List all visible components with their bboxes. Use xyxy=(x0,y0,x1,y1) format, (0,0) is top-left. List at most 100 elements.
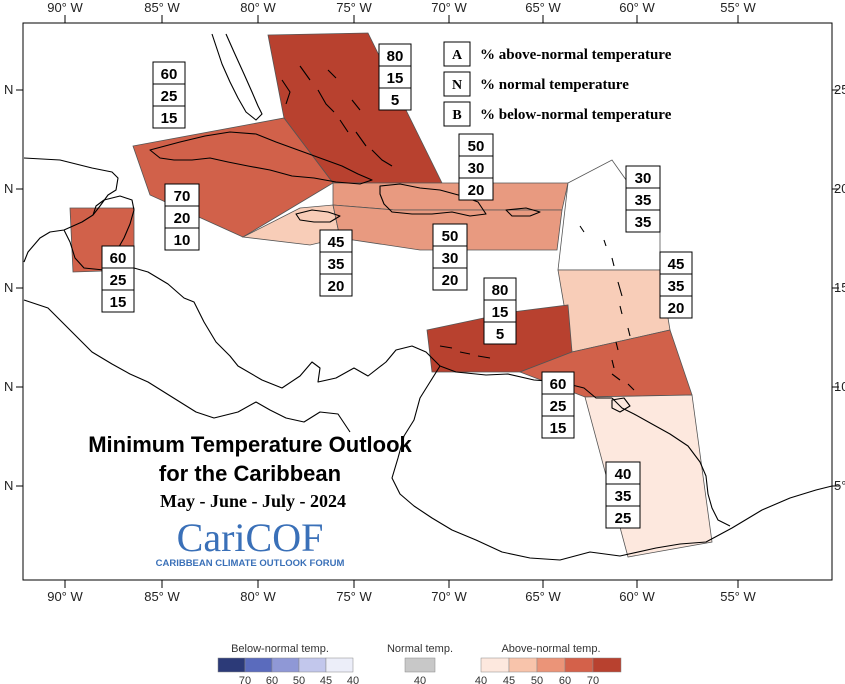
colorbar-tick-label: 40 xyxy=(475,675,487,684)
lon-labels-bottom: 90° W 85° W 80° W 75° W 70° W 65° W 60° … xyxy=(47,589,756,604)
colorbar-swatch xyxy=(298,657,327,673)
colorbar-tick-label: 60 xyxy=(266,675,278,684)
prob-above: 45 xyxy=(668,256,685,273)
prob-above: 70 xyxy=(174,188,191,205)
map-ticks xyxy=(16,15,839,588)
colorbar-normal-title: Normal temp. xyxy=(387,643,453,655)
region-northeast-atlantic xyxy=(557,159,661,271)
lon-label: 90° W xyxy=(47,589,83,604)
key-row-below: B % below-normal temperature xyxy=(443,101,672,127)
prob-box-lesser-antilles: 45 35 20 xyxy=(659,251,693,319)
prob-box-hispaniola-north: 50 30 20 xyxy=(458,133,494,201)
prob-above: 80 xyxy=(492,282,509,299)
prob-below: 35 xyxy=(635,214,652,231)
prob-box-trinidad: 60 25 15 xyxy=(541,371,575,439)
prob-box-northeast-atlantic: 30 35 35 xyxy=(625,165,661,233)
prob-box-belize: 60 25 15 xyxy=(101,245,135,313)
colorbar-tick-label: 50 xyxy=(531,675,543,684)
island-cuba xyxy=(149,131,373,185)
key-row-above: A % above-normal temperature xyxy=(443,41,672,67)
lon-labels-top: 90° W 85° W 80° W 75° W 70° W 65° W 60° … xyxy=(47,0,756,15)
islands-lesser-antilles xyxy=(579,225,631,369)
prob-box-cayman: 70 20 10 xyxy=(164,183,200,251)
key-description: % below-normal temperature xyxy=(480,107,672,123)
lat-labels-left: N N N N N xyxy=(4,82,13,493)
prob-normal: 35 xyxy=(328,256,345,273)
lon-label: 85° W xyxy=(144,0,180,15)
colorbar-above-title: Above-normal temp. xyxy=(501,643,600,655)
colorbar-below-title: Below-normal temp. xyxy=(231,643,329,655)
lon-label: 80° W xyxy=(240,0,276,15)
lat-label: 25° xyxy=(834,82,845,97)
colorbar-swatch xyxy=(244,657,273,673)
prob-normal: 35 xyxy=(635,192,652,209)
prob-below: 5 xyxy=(496,326,504,343)
lat-label: N xyxy=(4,82,13,97)
colorbar-normal: 40 xyxy=(404,657,436,684)
islands xyxy=(149,65,635,413)
prob-above: 80 xyxy=(387,48,404,65)
prob-above: 40 xyxy=(615,466,632,483)
lon-label: 55° W xyxy=(720,589,756,604)
lat-label: N xyxy=(4,181,13,196)
map-period: May - June - July - 2024 xyxy=(160,491,346,511)
lon-label: 80° W xyxy=(240,589,276,604)
colorbar-tick-label: 60 xyxy=(559,675,571,684)
prob-normal: 15 xyxy=(492,304,509,321)
prob-below: 20 xyxy=(468,182,485,199)
island-grenada-tobago xyxy=(611,373,635,391)
colorbar-above: 40 45 50 60 70 xyxy=(475,657,622,684)
colorbar-tick-label: 50 xyxy=(293,675,305,684)
prob-below: 25 xyxy=(615,510,632,527)
colorbar-swatch xyxy=(271,657,300,673)
prob-above: 60 xyxy=(161,66,178,83)
prob-below: 20 xyxy=(668,300,685,317)
island-jamaica xyxy=(295,209,341,223)
lat-label: 5° xyxy=(834,478,845,493)
prob-above: 60 xyxy=(550,376,567,393)
colorbar: Below-normal temp. 70 60 50 45 40 Normal tem… xyxy=(217,643,622,684)
colorbar-tick-label: 45 xyxy=(320,675,332,684)
probability-key: A % above-normal temperature N % normal … xyxy=(443,41,672,127)
colorbar-tick-label: 70 xyxy=(587,675,599,684)
island-trinidad xyxy=(611,397,631,413)
lon-label: 90° W xyxy=(47,0,83,15)
key-letter: N xyxy=(452,78,462,93)
prob-below: 15 xyxy=(161,110,178,127)
lat-label: N xyxy=(4,478,13,493)
colorbar-swatch xyxy=(592,657,622,673)
prob-normal: 25 xyxy=(110,272,127,289)
prob-below: 5 xyxy=(391,92,399,109)
prob-box-bahamas: 80 15 5 xyxy=(378,43,412,111)
lon-label: 60° W xyxy=(619,589,655,604)
prob-normal: 30 xyxy=(468,160,485,177)
caricof-logo: CariCOF CARIBBEAN CLIMATE OUTLOOK FORUM xyxy=(156,515,345,569)
map-title-block: Minimum Temperature Outlook for the Cari… xyxy=(88,432,412,511)
region-boxes: 80 15 5 60 25 15 50 30 20 30 35 35 70 xyxy=(101,43,693,529)
prob-normal: 35 xyxy=(615,488,632,505)
lat-label: 20° xyxy=(834,181,845,196)
prob-below: 10 xyxy=(174,232,191,249)
lon-label: 65° W xyxy=(525,589,561,604)
lat-labels-right: 25° 20° 15° 10° 5° xyxy=(834,82,845,493)
lon-label: 70° W xyxy=(431,0,467,15)
lon-label: 70° W xyxy=(431,589,467,604)
prob-below: 15 xyxy=(550,420,567,437)
coast-pacific xyxy=(23,299,351,433)
map-subtitle: for the Caribbean xyxy=(159,461,341,486)
key-letter: A xyxy=(452,48,463,63)
prob-box-cuba: 60 25 15 xyxy=(152,61,186,129)
prob-below: 20 xyxy=(442,272,459,289)
prob-above: 50 xyxy=(442,228,459,245)
region-hispaniola-north xyxy=(332,182,569,211)
prob-normal: 20 xyxy=(174,210,191,227)
lon-label: 65° W xyxy=(525,0,561,15)
prob-box-abc-islands: 80 15 5 xyxy=(483,277,517,345)
key-row-normal: N % normal temperature xyxy=(443,71,629,97)
logo-subtitle: CARIBBEAN CLIMATE OUTLOOK FORUM xyxy=(156,558,345,569)
lat-label: N xyxy=(4,280,13,295)
lat-label: N xyxy=(4,379,13,394)
lon-label: 85° W xyxy=(144,589,180,604)
map-frame xyxy=(22,22,833,581)
prob-above: 60 xyxy=(110,250,127,267)
